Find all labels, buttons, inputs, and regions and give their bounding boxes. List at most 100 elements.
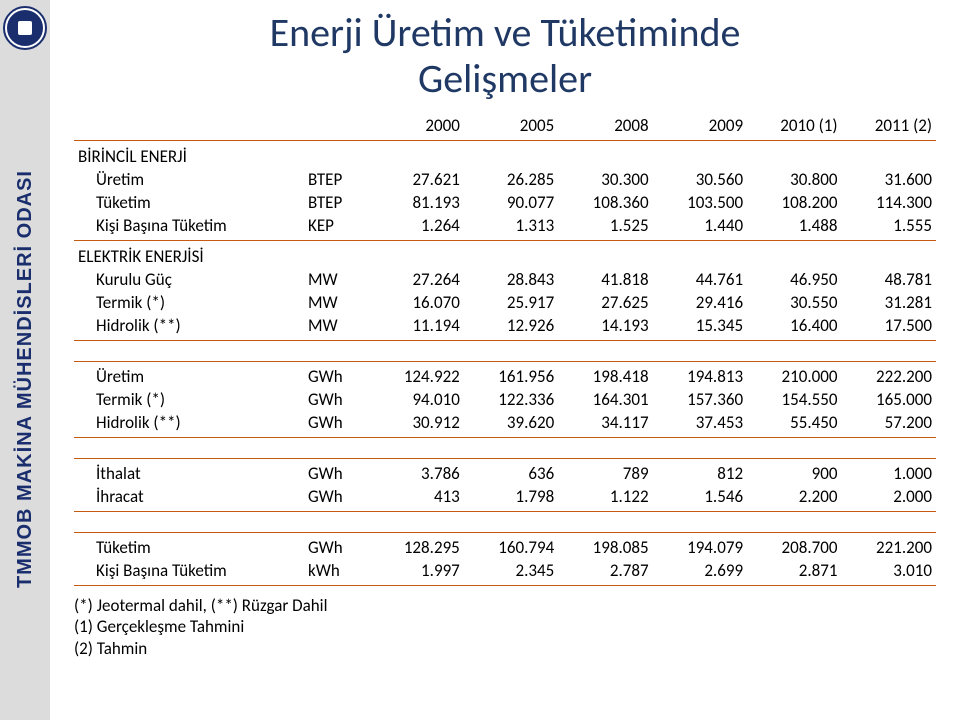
cell-value: 17.500 bbox=[842, 314, 937, 337]
table-row: İthalatGWh3.7866367898129001.000 bbox=[74, 462, 936, 485]
header-blank-1 bbox=[74, 114, 304, 137]
cell-value: 39.620 bbox=[464, 411, 558, 434]
header-year-2000: 2000 bbox=[369, 114, 463, 137]
cell-value: 1.000 bbox=[842, 462, 937, 485]
table-header: 2000 2005 2008 2009 2010 (1) 2011 (2) bbox=[74, 114, 936, 144]
cell-value: 108.200 bbox=[747, 191, 841, 214]
cell-value: 46.950 bbox=[747, 268, 841, 291]
section-heading-row: BİRİNCİL ENERJİ bbox=[74, 144, 936, 168]
section-heading: BİRİNCİL ENERJİ bbox=[74, 144, 936, 168]
cell-value: 198.085 bbox=[558, 536, 652, 559]
row-label: Hidrolik (**) bbox=[74, 314, 304, 337]
cell-value: 90.077 bbox=[464, 191, 558, 214]
cell-value: 81.193 bbox=[369, 191, 463, 214]
row-label: Tüketim bbox=[74, 191, 304, 214]
tmmob-logo-icon bbox=[3, 6, 47, 50]
row-unit: MW bbox=[304, 268, 369, 291]
cell-value: 12.926 bbox=[464, 314, 558, 337]
cell-value: 27.625 bbox=[558, 291, 652, 314]
cell-value: 27.264 bbox=[369, 268, 463, 291]
spacer-row bbox=[74, 515, 936, 529]
table-row: TüketimBTEP81.19390.077108.360103.500108… bbox=[74, 191, 936, 214]
cell-value: 161.956 bbox=[464, 365, 558, 388]
cell-value: 194.079 bbox=[653, 536, 747, 559]
row-unit: kWh bbox=[304, 559, 369, 582]
cell-value: 413 bbox=[369, 485, 463, 508]
cell-value: 34.117 bbox=[558, 411, 652, 434]
title-line-2: Gelişmeler bbox=[418, 54, 592, 103]
section-heading: ELEKTRİK ENERJİSİ bbox=[74, 244, 936, 268]
cell-value: 27.621 bbox=[369, 168, 463, 191]
cell-value: 44.761 bbox=[653, 268, 747, 291]
header-year-2008: 2008 bbox=[558, 114, 652, 137]
cell-value: 194.813 bbox=[653, 365, 747, 388]
footnote-line: (*) Jeotermal dahil, (**) Rüzgar Dahil bbox=[74, 595, 936, 616]
rule-row bbox=[74, 358, 936, 365]
row-label: Hidrolik (**) bbox=[74, 411, 304, 434]
horizontal-rule bbox=[74, 532, 936, 533]
cell-value: 2.200 bbox=[747, 485, 841, 508]
row-unit: BTEP bbox=[304, 191, 369, 214]
cell-value: 14.193 bbox=[558, 314, 652, 337]
row-label: Üretim bbox=[74, 365, 304, 388]
table-row: ÜretimGWh124.922161.956198.418194.813210… bbox=[74, 365, 936, 388]
cell-value: 16.400 bbox=[747, 314, 841, 337]
cell-value: 103.500 bbox=[653, 191, 747, 214]
cell-value: 2.787 bbox=[558, 559, 652, 582]
rule-row bbox=[74, 434, 936, 441]
horizontal-rule bbox=[74, 511, 936, 512]
cell-value: 1.313 bbox=[464, 214, 558, 237]
cell-value: 57.200 bbox=[842, 411, 937, 434]
spacer-row bbox=[74, 441, 936, 455]
rule-row bbox=[74, 529, 936, 536]
cell-value: 25.917 bbox=[464, 291, 558, 314]
cell-value: 41.818 bbox=[558, 268, 652, 291]
cell-value: 30.300 bbox=[558, 168, 652, 191]
cell-value: 1.440 bbox=[653, 214, 747, 237]
rule-top bbox=[74, 140, 936, 141]
sidebar-vertical-text: TMMOB MAKİNA MÜHENDİSLERİ ODASI bbox=[14, 170, 37, 588]
row-label: Kişi Başına Tüketim bbox=[74, 559, 304, 582]
cell-value: 3.786 bbox=[369, 462, 463, 485]
cell-value: 37.453 bbox=[653, 411, 747, 434]
table-row: Kişi Başına TüketimkWh1.9972.3452.7872.6… bbox=[74, 559, 936, 582]
cell-value: 15.345 bbox=[653, 314, 747, 337]
row-label: Termik (*) bbox=[74, 388, 304, 411]
cell-value: 157.360 bbox=[653, 388, 747, 411]
cell-value: 128.295 bbox=[369, 536, 463, 559]
cell-value: 1.798 bbox=[464, 485, 558, 508]
slide-title: Enerji Üretim ve Tüketiminde Gelişmeler bbox=[74, 10, 936, 102]
horizontal-rule bbox=[74, 437, 936, 438]
table-row: Kişi Başına TüketimKEP1.2641.3131.5251.4… bbox=[74, 214, 936, 237]
cell-value: 812 bbox=[653, 462, 747, 485]
cell-value: 124.922 bbox=[369, 365, 463, 388]
cell-value: 30.550 bbox=[747, 291, 841, 314]
cell-value: 114.300 bbox=[842, 191, 937, 214]
row-unit: GWh bbox=[304, 365, 369, 388]
footnotes: (*) Jeotermal dahil, (**) Rüzgar Dahil (… bbox=[74, 595, 936, 659]
table-row: İhracatGWh4131.7981.1221.5462.2002.000 bbox=[74, 485, 936, 508]
cell-value: 154.550 bbox=[747, 388, 841, 411]
cell-value: 164.301 bbox=[558, 388, 652, 411]
header-year-2010: 2010 (1) bbox=[747, 114, 841, 137]
row-label: Kişi Başına Tüketim bbox=[74, 214, 304, 237]
cell-value: 2.000 bbox=[842, 485, 937, 508]
sidebar: TMMOB MAKİNA MÜHENDİSLERİ ODASI bbox=[0, 0, 50, 720]
title-line-1: Enerji Üretim ve Tüketiminde bbox=[270, 8, 741, 57]
header-blank-2 bbox=[304, 114, 369, 137]
table-row: Kurulu GüçMW27.26428.84341.81844.76146.9… bbox=[74, 268, 936, 291]
row-unit: MW bbox=[304, 291, 369, 314]
cell-value: 208.700 bbox=[747, 536, 841, 559]
rule-row bbox=[74, 337, 936, 344]
rule-row bbox=[74, 582, 936, 589]
table-row: TüketimGWh128.295160.794198.085194.07920… bbox=[74, 536, 936, 559]
cell-value: 3.010 bbox=[842, 559, 937, 582]
cell-value: 29.416 bbox=[653, 291, 747, 314]
cell-value: 30.912 bbox=[369, 411, 463, 434]
footnote-line: (1) Gerçekleşme Tahmini bbox=[74, 616, 936, 637]
cell-value: 11.194 bbox=[369, 314, 463, 337]
cell-value: 160.794 bbox=[464, 536, 558, 559]
row-label: İhracat bbox=[74, 485, 304, 508]
cell-value: 221.200 bbox=[842, 536, 937, 559]
table-row: Hidrolik (**)GWh30.91239.62034.11737.453… bbox=[74, 411, 936, 434]
